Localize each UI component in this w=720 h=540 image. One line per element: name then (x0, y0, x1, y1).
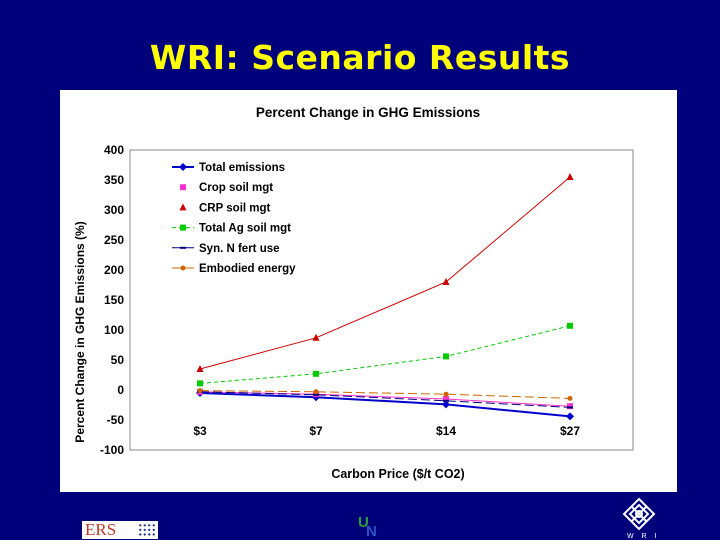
legend-item: Total Ag soil mgt (172, 223, 291, 235)
legend-label: Total emissions (199, 162, 285, 174)
y-tick-label: 250 (104, 233, 124, 247)
data-point (312, 333, 320, 341)
series-2 (196, 173, 574, 372)
data-point (567, 322, 573, 329)
series-1 (197, 388, 573, 410)
x-tick-label: $7 (309, 424, 323, 438)
data-point (566, 173, 574, 180)
series-line (199, 325, 571, 384)
legend-label: Embodied energy (199, 263, 296, 275)
data-point (442, 400, 450, 409)
series-line (199, 176, 571, 370)
ghg-line-chart: Percent Change in GHG Emissions Percent … (73, 105, 634, 481)
y-tick-labels: 400 350 300 250 200 150 100 50 0 -50 -100 (100, 143, 124, 457)
y-tick-label: 150 (104, 293, 124, 307)
y-tick-label: -100 (100, 443, 124, 457)
x-tick-label: $3 (193, 424, 207, 438)
data-point (566, 412, 574, 421)
data-point (443, 391, 449, 397)
wri-logo-text: W R I (627, 533, 660, 540)
ers-dot-grid-icon (138, 523, 156, 537)
legend-label: Total Ag soil mgt (199, 223, 291, 235)
chart-title: Percent Change in GHG Emissions (256, 105, 480, 120)
legend-item: Syn. N fert use (172, 243, 280, 255)
data-point (567, 406, 573, 409)
y-tick-label: 100 (104, 323, 124, 337)
data-point (442, 278, 450, 285)
series-line (199, 390, 571, 399)
y-tick-label: 50 (111, 353, 125, 367)
legend: Total emissions Crop soil mgt CRP soil mgt… (172, 162, 296, 275)
data-point (197, 380, 203, 387)
y-tick-label: 300 (104, 203, 124, 217)
data-point (196, 365, 204, 372)
data-point (313, 393, 319, 396)
legend-item: CRP soil mgt (179, 202, 271, 214)
data-point (443, 399, 449, 402)
data-point (313, 389, 319, 395)
series-line (199, 391, 571, 408)
y-tick-label: 350 (104, 173, 124, 187)
data-point (443, 396, 449, 402)
y-tick-label: -50 (107, 413, 125, 427)
chart-panel: Percent Change in GHG Emissions Percent … (60, 90, 677, 492)
y-tick-label: 0 (117, 383, 124, 397)
legend-marker (180, 184, 186, 191)
y-axis-label: Percent Change in GHG Emissions (%) (73, 221, 87, 442)
plot-area-frame (129, 149, 634, 451)
y-tick-label: 400 (104, 143, 124, 157)
data-point (567, 395, 573, 401)
legend-marker (180, 224, 186, 231)
legend-item: Total emissions (172, 162, 285, 174)
series-5 (197, 388, 573, 401)
legend-label: Crop soil mgt (199, 182, 273, 194)
data-point (567, 403, 573, 410)
legend-marker (179, 203, 187, 211)
legend-marker (179, 163, 187, 171)
ers-logo: ERS (82, 521, 158, 539)
series-line (199, 392, 571, 418)
x-tick-labels: $3 $7 $14 $27 (193, 424, 580, 438)
legend-marker (180, 265, 186, 271)
legend-label: Syn. N fert use (199, 243, 280, 255)
series-3 (197, 322, 573, 387)
wri-knot-logo-icon (622, 497, 656, 531)
ers-logo-text: ERS (85, 520, 117, 539)
x-axis-label: Carbon Price ($/t CO2) (331, 467, 464, 481)
legend-item: Embodied energy (172, 263, 296, 275)
legend-item: Crop soil mgt (180, 182, 273, 194)
legend-label: CRP soil mgt (199, 202, 271, 214)
data-point (313, 370, 319, 377)
x-tick-label: $14 (436, 424, 456, 438)
series-layer (196, 173, 574, 421)
legend-marker (180, 246, 186, 249)
slide-title: WRI: Scenario Results (149, 38, 571, 77)
x-tick-label: $27 (560, 424, 580, 438)
data-point (443, 353, 449, 360)
y-tick-label: 200 (104, 263, 124, 277)
data-point (197, 388, 203, 394)
